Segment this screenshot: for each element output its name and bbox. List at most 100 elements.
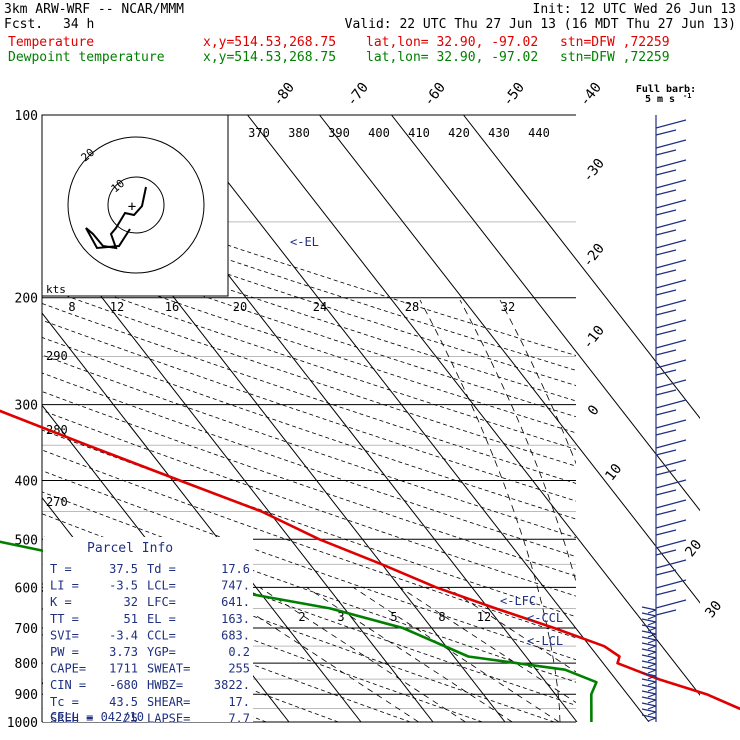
theta-label: 440	[528, 126, 550, 140]
wind-barb	[655, 459, 687, 476]
model-title: 3km ARW-WRF -- NCAR/MMM	[4, 2, 185, 17]
isotherm-label: -50	[500, 80, 528, 110]
parcel-value: 3.73	[109, 645, 138, 659]
mixing-ratio-label: 32	[501, 300, 515, 314]
wind-barb	[655, 239, 687, 256]
mixing-ratio-label: 20	[233, 300, 247, 314]
dry-adiabat-line	[42, 470, 576, 661]
parcel-label: CAPE=	[50, 662, 86, 676]
wind-barb	[655, 199, 687, 216]
parcel-label: Tc =	[50, 695, 79, 709]
wind-barb	[655, 259, 687, 276]
wind-barb	[655, 439, 687, 456]
pressure-label: 500	[15, 533, 38, 548]
hodograph-trace	[85, 186, 147, 250]
wind-barb	[655, 319, 687, 336]
wind-barb	[655, 159, 687, 176]
isotherm-line	[42, 312, 362, 722]
wind-barb	[641, 642, 657, 650]
parcel-value: 3822.	[214, 678, 250, 692]
mixing-ratio-label: 28	[405, 300, 419, 314]
dewpoint-latlon: lat,lon= 32.90, -97.02	[366, 50, 539, 65]
theta-label: 290	[46, 349, 68, 363]
pressure-label: 900	[15, 688, 38, 703]
mixing-ratio-line	[446, 587, 576, 673]
wind-barb	[655, 599, 687, 616]
temperature-xy: x,y=514.53,268.75	[203, 35, 337, 50]
wind-barb	[655, 219, 687, 236]
dry-adiabat-line	[42, 354, 576, 539]
parcel-value: 25	[124, 711, 138, 725]
isotherm-line	[0, 115, 1, 722]
dewpoint-station: stn=DFW ,72259	[560, 50, 670, 65]
parcel-value: 51	[124, 612, 138, 626]
wind-barb	[641, 636, 657, 644]
wind-barb	[641, 654, 657, 662]
theta-label: 430	[488, 126, 510, 140]
mixing-ratio-label: 24	[313, 300, 327, 314]
parcel-label: Td =	[147, 562, 176, 576]
wind-barb	[641, 648, 657, 656]
parcel-label: T =	[50, 562, 72, 576]
dry-adiabat-line	[42, 429, 576, 618]
temperature-station: stn=DFW ,72259	[560, 35, 670, 50]
mixing-ratio-line	[212, 587, 419, 722]
parcel-label: SHEAR=	[147, 695, 190, 709]
parcel-label: SVI=	[50, 628, 79, 642]
wind-barb	[641, 606, 657, 614]
parcel-label: CCL=	[147, 628, 176, 642]
parcel-label: LCL=	[147, 579, 176, 593]
wind-barb	[641, 660, 657, 668]
hodograph-units: kts	[46, 283, 66, 296]
pressure-label: 400	[15, 474, 38, 489]
isotherm-label: 30	[702, 598, 725, 621]
parcel-value: -3.5	[109, 579, 138, 593]
pressure-label: 300	[15, 399, 38, 414]
dry-adiabat-line	[42, 303, 576, 484]
hodograph-ring-outer	[67, 136, 205, 274]
parcel-value: -3.4	[109, 628, 138, 642]
parcel-value: 32	[124, 595, 138, 609]
mixing-ratio-label: 12	[477, 610, 491, 624]
parcel-label: SREH =	[50, 711, 93, 725]
isotherm-label: 0	[585, 402, 603, 418]
parcel-label: K =	[50, 595, 72, 609]
parcel-value: 43.5	[109, 695, 138, 709]
mixing-ratio-label: 2	[298, 610, 305, 624]
isotherm-line	[319, 114, 700, 604]
pressure-label: 700	[15, 622, 38, 637]
wind-barb	[655, 559, 687, 576]
pressure-label: 200	[15, 292, 38, 307]
theta-label: 390	[328, 126, 350, 140]
wind-barb	[641, 714, 657, 722]
isotherm-line	[463, 114, 700, 419]
wind-barb	[641, 666, 657, 674]
moist-adiabat-line	[459, 299, 576, 584]
parcel-value: 255	[228, 662, 250, 676]
wind-barb	[655, 359, 687, 376]
wind-barbs: Full barb:5 m s -1	[636, 84, 696, 722]
wind-barb	[655, 479, 687, 496]
barb-legend-title: Full barb:	[636, 84, 696, 95]
wind-barb	[655, 119, 687, 136]
wind-barb	[641, 612, 657, 620]
wind-barb	[655, 419, 687, 436]
parcel-label: PW =	[50, 645, 79, 659]
pressure-label: 100	[15, 109, 38, 124]
parcel-value: 163.	[221, 612, 250, 626]
parcel-label: LFC=	[147, 595, 176, 609]
pressure-label: 600	[15, 581, 38, 596]
theta-label: 270	[46, 495, 68, 509]
isotherm-line	[247, 114, 700, 696]
dry-adiabat-line	[42, 270, 576, 450]
dry-adiabat-line	[42, 391, 576, 577]
wind-barb	[655, 539, 687, 556]
isotherm-label: -60	[421, 80, 449, 110]
mixing-ratio-label: 8	[438, 610, 445, 624]
pressure-label: 1000	[7, 716, 38, 731]
valid-time: Valid: 22 UTC Thu 27 Jun 13 (16 MDT Thu …	[344, 17, 736, 32]
wind-barb	[641, 618, 657, 626]
isotherm-label: -80	[270, 80, 298, 110]
theta-label: 380	[288, 126, 310, 140]
